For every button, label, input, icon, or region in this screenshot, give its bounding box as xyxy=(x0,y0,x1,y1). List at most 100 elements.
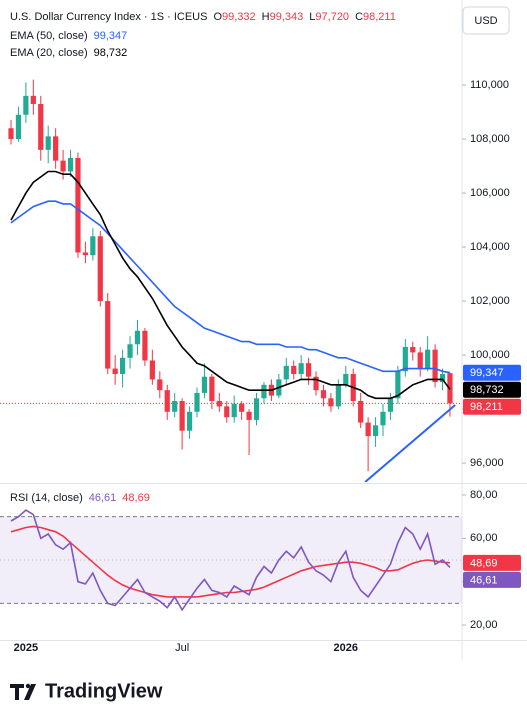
chart-header: U.S. Dollar Currency Index · 1S · ICEUS O… xyxy=(10,11,396,23)
candle-body xyxy=(343,373,349,385)
y-tick-label: 60,00 xyxy=(470,532,498,544)
y-tick-label: 96,000 xyxy=(470,457,504,469)
ema-line xyxy=(10,170,451,400)
currency-label[interactable]: USD xyxy=(474,15,497,27)
y-tick-label: 20,00 xyxy=(470,619,498,631)
legend-entry: EMA (20, close) 98,732 xyxy=(10,47,127,59)
legend-value: 99,347 xyxy=(94,30,128,42)
candle-body xyxy=(380,411,386,426)
candle-body xyxy=(30,95,36,104)
candle-body xyxy=(186,411,193,431)
candle-body xyxy=(164,390,170,412)
ohlc-value: 99,343 xyxy=(270,11,304,23)
candle-body xyxy=(395,371,401,399)
trend-line xyxy=(364,404,456,482)
legend-value: 98,732 xyxy=(94,47,128,59)
candle-body xyxy=(23,95,29,115)
candle-body xyxy=(194,392,200,412)
x-tick-label: Jul xyxy=(175,642,189,654)
legend-entry: EMA (50, close) 99,347 xyxy=(10,30,127,42)
candle-body xyxy=(365,422,371,437)
candle-body xyxy=(149,360,155,380)
y-tick-label: 104,000 xyxy=(470,241,510,253)
candle-body xyxy=(97,236,103,302)
candle-body xyxy=(298,363,304,374)
candle-body xyxy=(179,400,185,431)
logo-text: TradingView xyxy=(45,680,163,702)
candle-body xyxy=(417,352,423,369)
legend-value: 48,69 xyxy=(122,492,150,504)
close-last-box xyxy=(463,398,521,415)
candle-body xyxy=(172,400,178,412)
candle-body xyxy=(38,103,44,150)
ema-last-label: 98,732 xyxy=(470,384,504,396)
candle-body xyxy=(231,403,237,418)
y-tick-label: 110,000 xyxy=(470,79,509,91)
y-tick-label: 108,000 xyxy=(470,133,510,145)
candle-body xyxy=(246,411,252,420)
legend-value: 46,61 xyxy=(89,492,117,504)
y-tick-label: 102,000 xyxy=(470,295,510,307)
candle-body xyxy=(120,357,126,374)
ohlc-key: C xyxy=(355,11,363,23)
y-tick-label: 100,000 xyxy=(470,349,510,361)
candle-body xyxy=(45,136,51,150)
candle-body xyxy=(432,349,438,383)
candle-body xyxy=(291,365,297,374)
candle-body xyxy=(8,128,14,140)
candle-body xyxy=(53,136,59,161)
candle-body xyxy=(127,344,133,358)
currency-button[interactable] xyxy=(462,6,510,35)
candle-body xyxy=(358,400,364,423)
ema-last-box xyxy=(463,381,521,398)
candle-body xyxy=(320,390,327,399)
y-tick-label: 80,00 xyxy=(470,489,498,501)
ohlc-key: L xyxy=(309,11,315,23)
legend-name: EMA (20, close) xyxy=(10,47,88,59)
candle-body xyxy=(75,157,81,253)
candle-body xyxy=(201,376,208,393)
candle-body xyxy=(261,384,267,399)
ema-last-label: 99,347 xyxy=(470,367,504,379)
rsi-legend: RSI (14, close) 46,61 48,69 xyxy=(10,492,150,504)
candle-body xyxy=(328,398,334,407)
candle-body xyxy=(15,114,22,140)
ohlc-key: H xyxy=(262,11,270,23)
candle-body xyxy=(209,376,215,401)
candle-body xyxy=(239,403,245,412)
ohlc-value: 99,332 xyxy=(222,11,256,23)
ohlc-value: 98,211 xyxy=(363,11,396,23)
rsi-last-label: 48,69 xyxy=(470,557,498,569)
close-last-label: 98,211 xyxy=(470,401,503,413)
x-tick-label: 2025 xyxy=(14,642,38,654)
candle-body xyxy=(387,398,394,412)
x-tick-label: 2026 xyxy=(334,642,358,654)
candle-body xyxy=(335,384,341,407)
legend-name: EMA (50, close) xyxy=(10,30,88,42)
candle-body xyxy=(425,349,431,369)
candle-body xyxy=(372,425,379,437)
rsi-title: RSI (14, close) xyxy=(10,492,83,504)
candle-body xyxy=(60,160,66,172)
candle-body xyxy=(283,365,289,380)
ohlc-key: O xyxy=(213,11,222,23)
y-tick-label: 106,000 xyxy=(470,187,510,199)
candle-body xyxy=(105,301,111,369)
candle-body xyxy=(306,363,312,377)
candle-body xyxy=(134,330,141,345)
rsi-line xyxy=(10,509,451,612)
candle-body xyxy=(402,346,408,372)
chart-title: U.S. Dollar Currency Index · 1S · ICEUS xyxy=(10,11,207,23)
candle-body xyxy=(112,368,118,374)
candle-body xyxy=(82,252,88,256)
candle-body xyxy=(313,376,319,391)
price-pane xyxy=(8,79,456,482)
ohlc-value: 97,720 xyxy=(315,11,349,23)
rsi-last-box xyxy=(463,554,521,571)
ema-line xyxy=(10,200,451,374)
candle-body xyxy=(410,346,416,353)
candle-body xyxy=(157,379,163,391)
rsi-last-box xyxy=(463,571,521,588)
candle-body xyxy=(253,398,260,420)
